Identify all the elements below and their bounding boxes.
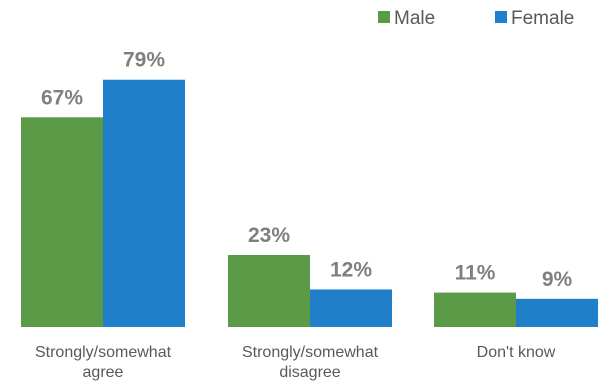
data-label-male-2: 23% bbox=[248, 224, 290, 247]
bar-female-3 bbox=[516, 298, 598, 327]
bar-female-2 bbox=[310, 289, 392, 327]
legend-label-male: Male bbox=[394, 8, 435, 29]
data-label-male-3: 11% bbox=[455, 262, 496, 285]
category-label-3: Don't know bbox=[477, 344, 556, 361]
legend-label-female: Female bbox=[511, 8, 574, 29]
category-label-line: disagree bbox=[279, 364, 340, 381]
bar-male-1 bbox=[21, 117, 103, 327]
data-label-male-1: 67% bbox=[41, 86, 83, 109]
data-label-female-2: 12% bbox=[330, 258, 372, 281]
legend: Male Female bbox=[378, 8, 574, 29]
data-labels: 67% 23% 11% 79% 12% 9% bbox=[41, 49, 573, 291]
bar-female-1 bbox=[103, 79, 185, 327]
legend-swatch-female bbox=[495, 11, 507, 23]
bar-male-3 bbox=[434, 292, 516, 327]
category-label-line: Strongly/somewhat bbox=[35, 344, 172, 361]
data-label-female-3: 9% bbox=[542, 268, 573, 291]
category-label-2: Strongly/somewhat disagree bbox=[242, 344, 379, 381]
legend-swatch-male bbox=[378, 11, 390, 23]
category-label-line: Don't know bbox=[477, 344, 556, 361]
category-label-1: Strongly/somewhat agree bbox=[35, 344, 172, 381]
data-label-female-1: 79% bbox=[123, 49, 165, 72]
category-labels: Strongly/somewhat agree Strongly/somewhat d… bbox=[35, 344, 556, 381]
bar-male-2 bbox=[228, 255, 310, 327]
bars bbox=[21, 79, 598, 327]
category-label-line: Strongly/somewhat bbox=[242, 344, 379, 361]
category-label-line: agree bbox=[83, 364, 124, 381]
